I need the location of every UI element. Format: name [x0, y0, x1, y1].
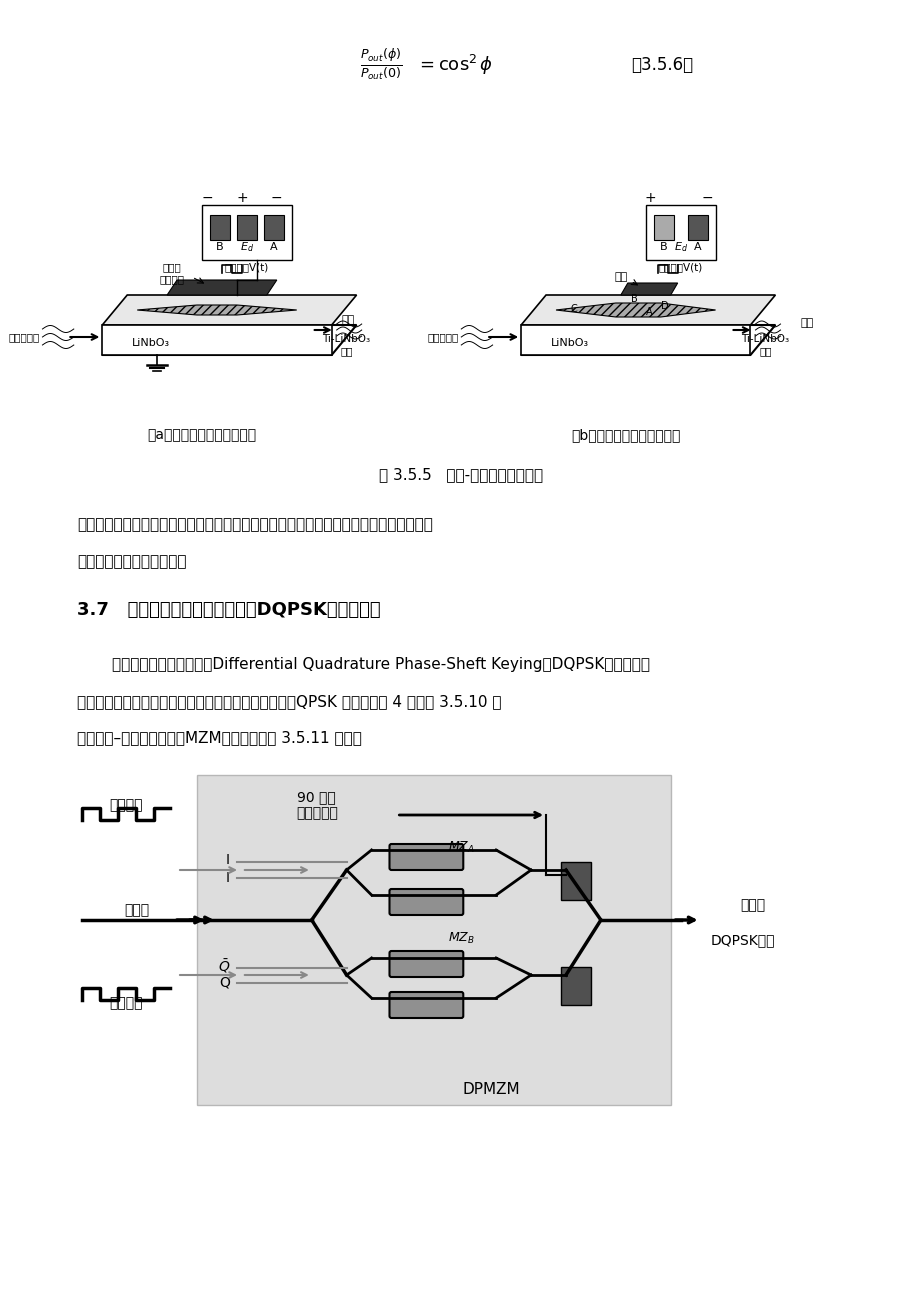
Text: （a）调制电压施加在两臂上: （a）调制电压施加在两臂上	[147, 428, 256, 441]
Polygon shape	[620, 283, 677, 296]
Text: 输出: 输出	[341, 315, 355, 326]
Text: 由于外加电场控制着两个分支中干涉波的相位差，因此外加电场也控制着输出光的强度，: 由于外加电场控制着两个分支中干涉波的相位差，因此外加电场也控制着输出光的强度，	[77, 517, 433, 533]
Polygon shape	[520, 296, 775, 326]
Text: DPMZM: DPMZM	[462, 1082, 519, 1098]
Bar	[264, 215, 283, 240]
Text: 虽然它们并不成线性关系。: 虽然它们并不成线性关系。	[77, 555, 187, 569]
Polygon shape	[555, 303, 715, 316]
Text: $= \cos^2\phi$: $= \cos^2\phi$	[416, 53, 494, 77]
Polygon shape	[102, 296, 357, 326]
Text: 输出: 输出	[800, 318, 812, 328]
Text: 电极: 电极	[614, 272, 627, 283]
FancyBboxPatch shape	[389, 889, 463, 915]
Bar	[202, 204, 291, 260]
Polygon shape	[520, 326, 775, 355]
FancyBboxPatch shape	[389, 992, 463, 1018]
Text: 3.7   什么是差分正交相移键控（DQPSK）调制器？: 3.7 什么是差分正交相移键控（DQPSK）调制器？	[77, 602, 380, 618]
Polygon shape	[520, 326, 750, 355]
Text: B: B	[659, 242, 667, 253]
Text: $\frac{P_{out}(\phi)}{P_{out}(0)}$: $\frac{P_{out}(\phi)}{P_{out}(0)}$	[360, 48, 403, 82]
Text: +: +	[644, 191, 656, 204]
Text: B: B	[216, 242, 223, 253]
Text: 示的马赫–曾德尔调制器（MZM）构成，如图 3.5.11 所示。: 示的马赫–曾德尔调制器（MZM）构成，如图 3.5.11 所示。	[77, 730, 362, 746]
Text: D: D	[660, 301, 667, 311]
Text: LiNbO₃: LiNbO₃	[550, 339, 588, 348]
Text: C: C	[571, 303, 577, 314]
Text: 偏振光输入: 偏振光输入	[8, 332, 40, 342]
Text: 光输入: 光输入	[124, 904, 150, 917]
Bar	[561, 967, 590, 1005]
Text: −: −	[701, 191, 712, 204]
Text: $MZ_A$: $MZ_A$	[448, 840, 474, 854]
Text: 光输出: 光输出	[740, 898, 765, 911]
Text: −: −	[271, 191, 282, 204]
Text: 偏振光输入: 偏振光输入	[426, 332, 458, 342]
Text: LiNbO₃: LiNbO₃	[132, 339, 170, 348]
Text: $E_d$: $E_d$	[240, 240, 254, 254]
Text: （b）调制电压施加在单臂上: （b）调制电压施加在单臂上	[571, 428, 680, 441]
Text: 共平面
条形电极: 共平面 条形电极	[159, 262, 185, 284]
FancyBboxPatch shape	[389, 844, 463, 870]
Text: I: I	[226, 853, 230, 867]
Text: Ti-LiNbO₃
波导: Ti-LiNbO₃ 波导	[741, 335, 789, 355]
Text: A: A	[645, 307, 652, 316]
Text: Q: Q	[219, 976, 230, 990]
Text: （3.5.6）: （3.5.6）	[630, 56, 692, 74]
FancyBboxPatch shape	[389, 950, 463, 976]
Bar	[561, 862, 590, 900]
Bar	[237, 215, 256, 240]
Bar	[210, 215, 230, 240]
Text: DQPSK信号: DQPSK信号	[709, 934, 774, 947]
Text: B: B	[630, 294, 637, 303]
Bar	[645, 204, 715, 260]
Polygon shape	[102, 326, 357, 355]
Text: +: +	[236, 191, 247, 204]
Polygon shape	[137, 305, 297, 315]
Text: $E_d$: $E_d$	[673, 240, 686, 254]
Text: 答：差分正交相移键控（Differential Quadrature Phase-Sheft Keying，DQPSK）调制技术: 答：差分正交相移键控（Differential Quadrature Phase…	[112, 658, 650, 673]
Text: 同向成分: 同向成分	[109, 798, 142, 812]
Text: 调制信号V(t): 调制信号V(t)	[224, 262, 268, 272]
Text: 同步调制信号的强度和相位，以尽量减轻色散的影响。QPSK 光调制器由 4 个如图 3.5.10 所: 同步调制信号的强度和相位，以尽量减轻色散的影响。QPSK 光调制器由 4 个如图…	[77, 694, 502, 710]
Text: Ti-LiNbO₃
波导: Ti-LiNbO₃ 波导	[323, 335, 370, 355]
Text: 正交成分: 正交成分	[109, 996, 142, 1010]
Polygon shape	[167, 280, 277, 296]
Text: A: A	[693, 242, 700, 253]
Text: 调制信号V(t): 调制信号V(t)	[658, 262, 702, 272]
Polygon shape	[102, 326, 331, 355]
Text: A: A	[269, 242, 278, 253]
Bar	[653, 215, 673, 240]
Text: 90 度光
相差的偏压: 90 度光 相差的偏压	[297, 790, 338, 820]
Text: −: −	[201, 191, 212, 204]
Bar	[197, 775, 670, 1105]
Text: 图 3.5.5   马赫-曾德尔幅度调制器: 图 3.5.5 马赫-曾德尔幅度调制器	[379, 467, 543, 483]
Bar	[686, 215, 707, 240]
Text: $\bar{Q}$: $\bar{Q}$	[217, 957, 230, 975]
Text: $MZ_B$: $MZ_B$	[448, 931, 474, 945]
Text: I: I	[226, 871, 230, 885]
